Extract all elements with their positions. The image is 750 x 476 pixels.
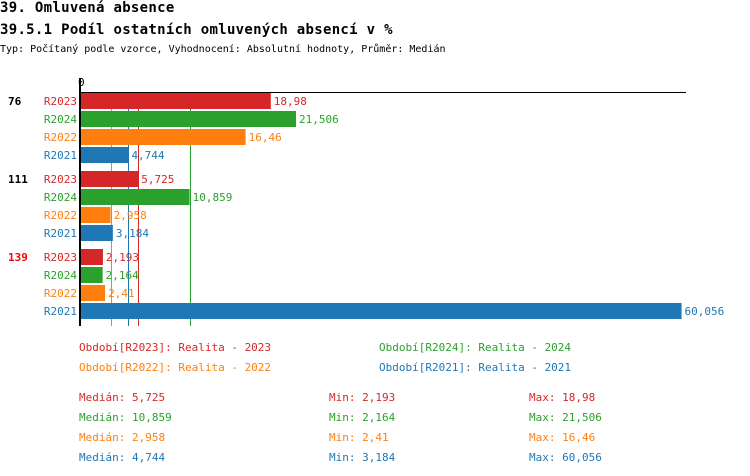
series-label: R2022 — [44, 287, 77, 300]
data-label: 10,859 — [193, 191, 233, 204]
bar — [81, 111, 297, 127]
bar — [81, 129, 246, 145]
series-label: R2024 — [44, 191, 77, 204]
series-label: R2021 — [44, 227, 77, 240]
category-label: 139 — [8, 251, 28, 264]
stat-median: Medián: 2,958 — [79, 431, 166, 444]
series-label: R2021 — [44, 305, 77, 318]
category-label: 111 — [8, 173, 28, 186]
bar — [81, 267, 103, 283]
data-label: 2,164 — [106, 269, 139, 282]
bar — [81, 189, 190, 205]
series-label: R2024 — [44, 269, 77, 282]
stat-median: Medián: 5,725 — [79, 391, 166, 404]
data-label: 2,958 — [114, 209, 147, 222]
stat-median: Medián: 10,859 — [79, 411, 172, 424]
stat-min: Min: 2,41 — [329, 431, 389, 444]
stat-max: Max: 60,056 — [529, 451, 602, 464]
page-title: 39. Omluvená absence — [0, 0, 175, 16]
stat-max: Max: 18,98 — [529, 391, 596, 404]
chart-title: 39.5.1 Podíl ostatních omluvených absenc… — [0, 22, 393, 38]
data-label: 16,46 — [249, 131, 282, 144]
chart-info: Typ: Počítaný podle vzorce, Vyhodnocení:… — [0, 44, 446, 55]
bar — [81, 303, 682, 319]
x-tick-label: 0 — [78, 76, 85, 89]
series-label: R2021 — [44, 149, 77, 162]
bar — [81, 93, 271, 109]
bar — [81, 171, 139, 187]
series-label: R2023 — [44, 251, 77, 264]
stat-median: Medián: 4,744 — [79, 451, 166, 464]
data-label: 3,184 — [116, 227, 149, 240]
data-label: 60,056 — [685, 305, 725, 318]
data-label: 2,193 — [106, 251, 139, 264]
bar — [81, 285, 106, 301]
stat-max: Max: 16,46 — [529, 431, 596, 444]
data-label: 2,41 — [108, 287, 135, 300]
legend-item: Období[R2024]: Realita - 2024 — [379, 341, 572, 354]
data-label: 21,506 — [299, 113, 339, 126]
series-label: R2024 — [44, 113, 77, 126]
legend-item: Období[R2023]: Realita - 2023 — [79, 341, 272, 354]
legend-item: Období[R2022]: Realita - 2022 — [79, 361, 272, 374]
stat-min: Min: 3,184 — [329, 451, 396, 464]
series-label: R2023 — [44, 95, 77, 108]
data-label: 5,725 — [141, 173, 174, 186]
legend-item: Období[R2021]: Realita - 2021 — [379, 361, 572, 374]
series-label: R2023 — [44, 173, 77, 186]
data-label: 18,98 — [274, 95, 307, 108]
series-label: R2022 — [44, 209, 77, 222]
category-label: 76 — [8, 95, 22, 108]
bar — [81, 249, 103, 265]
stat-max: Max: 21,506 — [529, 411, 602, 424]
data-label: 4,744 — [131, 149, 164, 162]
bar — [81, 207, 111, 223]
bar — [81, 225, 113, 241]
series-label: R2022 — [44, 131, 77, 144]
bar — [81, 147, 129, 163]
stat-min: Min: 2,164 — [329, 411, 396, 424]
stat-min: Min: 2,193 — [329, 391, 396, 404]
